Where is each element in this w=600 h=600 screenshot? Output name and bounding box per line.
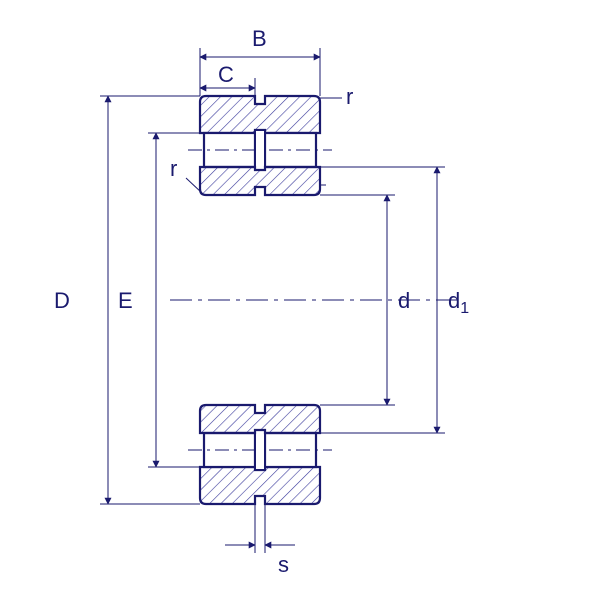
- outer-ring-top: [200, 96, 320, 133]
- bearing-diagram: B C D E d d1 s: [0, 0, 600, 600]
- upper-half: [188, 96, 332, 195]
- outer-ring-bot: [200, 467, 320, 504]
- label-E: E: [118, 288, 133, 313]
- label-r2: r: [170, 156, 177, 181]
- lower-half: [188, 405, 332, 504]
- inner-ring-bot: [200, 405, 320, 433]
- label-s: s: [278, 552, 289, 577]
- label-r1: r: [346, 84, 353, 109]
- label-C: C: [218, 62, 234, 87]
- label-D: D: [54, 288, 70, 313]
- dim-r-outer: r: [318, 84, 353, 109]
- inner-ring-top: [200, 167, 320, 195]
- label-d: d: [398, 288, 410, 313]
- dim-s: s: [225, 504, 295, 577]
- dim-r-inner: r: [170, 156, 202, 193]
- label-B: B: [252, 26, 267, 51]
- label-d1: d1: [448, 288, 469, 317]
